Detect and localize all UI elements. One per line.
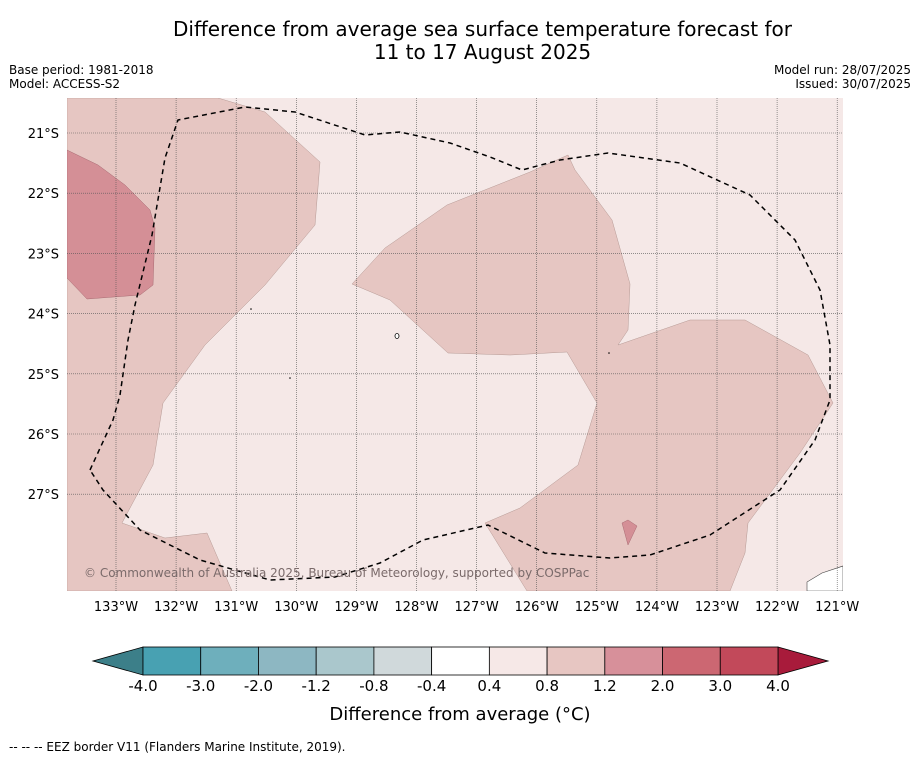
lat-label: 21°S: [28, 127, 59, 142]
meta-right: Model run: 28/07/2025 Issued: 30/07/2025: [774, 63, 911, 91]
island: [608, 352, 610, 354]
anomaly-region-small-1.2-2.0: [621, 519, 638, 546]
copyright-text: © Commonwealth of Australia 2025, Bureau…: [84, 566, 589, 580]
lon-label: 128°W: [394, 600, 438, 615]
lat-label: 24°S: [28, 308, 59, 323]
island: [394, 333, 400, 339]
chart-title: Difference from average sea surface temp…: [0, 18, 919, 64]
colorbar-tick-label: 3.0: [708, 677, 732, 695]
colorbar-swatch: [373, 646, 433, 676]
island: [289, 377, 291, 379]
lat-label: 25°S: [28, 368, 59, 383]
map-area: © Commonwealth of Australia 2025, Bureau…: [67, 98, 843, 591]
model-run: Model run: 28/07/2025: [773, 63, 911, 77]
map-figure: © Commonwealth of Australia 2025, Bureau…: [28, 98, 860, 695]
colorbar-low-extend: [91, 646, 144, 676]
colorbar-tick-label: -3.0: [186, 677, 215, 695]
colorbar-swatch: [604, 646, 663, 676]
base-period: Base period: 1981-2018: [9, 63, 154, 77]
meta-left: Base period: 1981-2018 Model: ACCESS-S2: [9, 63, 154, 91]
lon-label: 126°W: [515, 600, 559, 615]
colorbar-swatch: [431, 646, 490, 676]
latitude-labels: 21°S 22°S 23°S 24°S 25°S 26°S 27°S: [28, 127, 59, 503]
lon-label: 125°W: [575, 600, 619, 615]
model-name: Model: ACCESS-S2: [9, 77, 121, 91]
lon-label: 121°W: [815, 600, 859, 615]
colorbar-tick-label: 1.2: [593, 677, 617, 695]
title-line-1: Difference from average sea surface temp…: [172, 17, 792, 41]
lon-label: 127°W: [455, 600, 499, 615]
lon-label: 130°W: [274, 600, 318, 615]
longitude-labels: 133°W 132°W 131°W 130°W 129°W 128°W 127°W 126°W…: [94, 600, 860, 615]
map-grid: [67, 98, 843, 591]
colorbar-swatch: [546, 646, 606, 676]
lon-label: 133°W: [94, 600, 138, 615]
lon-label: 129°W: [334, 600, 378, 615]
eez-footnote: -- -- -- EEZ border V11 (Flanders Marine…: [9, 740, 346, 754]
lon-label: 124°W: [635, 600, 679, 615]
anomaly-region-west-1.2-2.0: [67, 149, 156, 300]
colorbar-swatch: [258, 646, 317, 676]
issued-date: Issued: 30/07/2025: [795, 77, 911, 91]
colorbar-tick-label: -0.4: [417, 677, 446, 695]
lon-label: 122°W: [755, 600, 799, 615]
lon-label: 131°W: [214, 600, 258, 615]
island: [250, 308, 252, 310]
colorbar-tick-label: 0.4: [477, 677, 501, 695]
colorbar-swatch: [315, 646, 375, 676]
colorbar-tick-label: -4.0: [128, 677, 157, 695]
eez-border: [89, 106, 831, 581]
colorbar-swatch: [719, 646, 779, 676]
colorbar-tick-label: 0.8: [535, 677, 559, 695]
lat-label: 27°S: [28, 488, 59, 503]
colorbar-tick-label: 2.0: [651, 677, 675, 695]
lat-label: 22°S: [28, 187, 59, 202]
colorbar-high-extend: [777, 646, 830, 676]
colorbar-swatch: [488, 646, 548, 676]
lon-label: 123°W: [695, 600, 739, 615]
colorbar-tick-label: -1.2: [302, 677, 331, 695]
colorbar-swatch: [142, 646, 202, 676]
land-area: [806, 565, 843, 591]
colorbar: -4.0 -3.0 -2.0 -1.2 -0.8 -0.4 0.4 0.8 1.2 2.0 3.0 4…: [91, 646, 830, 695]
lat-label: 23°S: [28, 247, 59, 262]
colorbar-title: Difference from average (°C): [329, 704, 591, 725]
colorbar-tick-label: -0.8: [359, 677, 388, 695]
anomaly-region-central-0.8-1.2: [351, 154, 834, 591]
lon-label: 132°W: [154, 600, 198, 615]
colorbar-swatch: [200, 646, 259, 676]
title-line-2: 11 to 17 August 2025: [373, 40, 592, 64]
colorbar-swatch: [662, 646, 721, 676]
lat-label: 26°S: [28, 428, 59, 443]
colorbar-tick-label: -2.0: [244, 677, 273, 695]
colorbar-tick-label: 4.0: [766, 677, 790, 695]
